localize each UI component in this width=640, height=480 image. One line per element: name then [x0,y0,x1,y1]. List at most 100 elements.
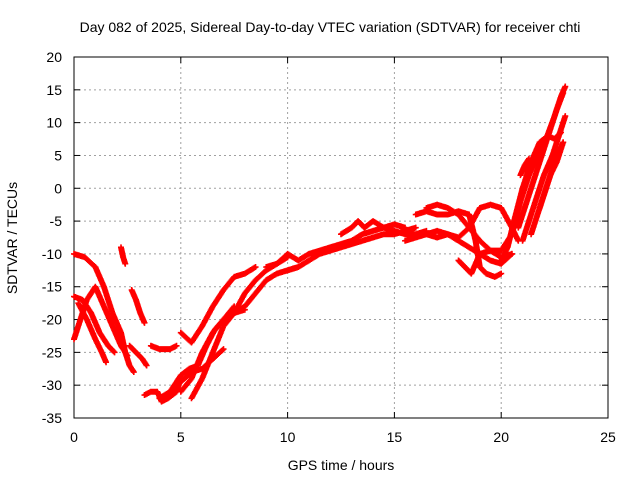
x-tick-labels: 0 5 10 15 20 25 [70,429,616,445]
y-tick-label: -10 [42,246,62,262]
x-tick-label: 10 [280,429,296,445]
data-point [199,304,216,330]
data-point [455,211,472,230]
data-point [126,342,139,355]
data-point [560,139,567,146]
data-point [109,309,124,335]
series-track-19 [338,218,409,238]
data-point [92,336,105,355]
data-point [209,288,226,310]
data-point [188,376,205,402]
data-point [79,296,94,315]
data-point [88,309,103,335]
data-point [220,346,227,353]
data-point [523,173,538,205]
data-point [122,260,129,267]
data-point [562,83,569,90]
data-point [130,369,137,376]
axis-ticks [73,56,609,419]
data-point [476,264,489,276]
data-point [103,359,110,366]
y-tick-label: -30 [42,377,62,393]
y-tick-label: -20 [42,312,62,328]
data-point [517,173,532,205]
data-point [560,90,567,97]
data-point [532,173,547,205]
series-track-27 [515,90,567,231]
data-point [96,329,111,348]
data-point [241,278,258,297]
x-tick-label: 5 [177,429,185,445]
data-point [209,324,226,356]
series-track-7 [126,342,150,369]
data-point [528,212,541,238]
series-track-4 [75,300,110,366]
data-point [177,366,192,379]
data-point [525,199,538,225]
y-tick-label: 5 [54,147,62,163]
data-point [519,219,532,244]
data-point [252,264,259,271]
x-tick-label: 20 [493,429,509,445]
data-point [252,278,269,297]
series-track-14 [177,264,259,346]
series-track-22 [412,208,505,280]
data-point [109,323,124,348]
data-point [547,107,560,133]
x-tick-label: 0 [70,429,78,445]
data-point [528,140,543,166]
data-point [124,352,131,359]
data-point [81,254,98,270]
data-point [199,350,216,382]
data-point [75,300,90,322]
data-point [553,140,566,159]
data-point [132,349,145,361]
x-axis-label: GPS time / hours [288,457,395,473]
data-point [143,362,150,369]
data-point [455,225,472,241]
data-point [252,268,269,284]
series-track-5 [117,244,129,267]
series-track-3 [71,293,118,356]
data-point [92,283,107,309]
data-point [173,342,180,349]
data-point [553,91,566,113]
data-point [199,330,216,356]
y-tick-label: -35 [42,410,62,426]
data-point [220,311,237,330]
data-point [71,317,83,343]
data-point [532,147,547,179]
data-point [100,303,115,328]
data-point [111,349,118,356]
data-point [188,324,205,346]
y-tick-label: -5 [50,213,63,229]
data-point [164,389,179,402]
y-tick-label: -25 [42,344,62,360]
data-point [177,370,194,385]
data-point [498,245,510,264]
plot-frame [73,56,609,419]
data-point [141,319,148,326]
data-points [71,83,569,405]
data-point [188,350,205,382]
data-point [540,153,555,179]
x-tick-label: 15 [387,429,403,445]
y-axis-label: SDTVAR / TECUs [4,182,20,294]
data-point [466,206,483,231]
x-tick-label: 25 [600,429,616,445]
data-point [555,114,568,139]
data-point [455,257,467,270]
data-point [525,153,540,179]
y-tick-label: 15 [46,82,62,98]
data-point [273,251,290,267]
data-point [536,186,549,211]
series-track-30 [536,139,567,211]
y-tick-label: -15 [42,279,62,295]
data-point [117,342,130,358]
data-point [177,376,194,395]
data-point [132,296,143,315]
data-point [543,166,556,192]
data-point [92,264,107,289]
data-point [468,252,483,277]
data-point [209,317,226,336]
